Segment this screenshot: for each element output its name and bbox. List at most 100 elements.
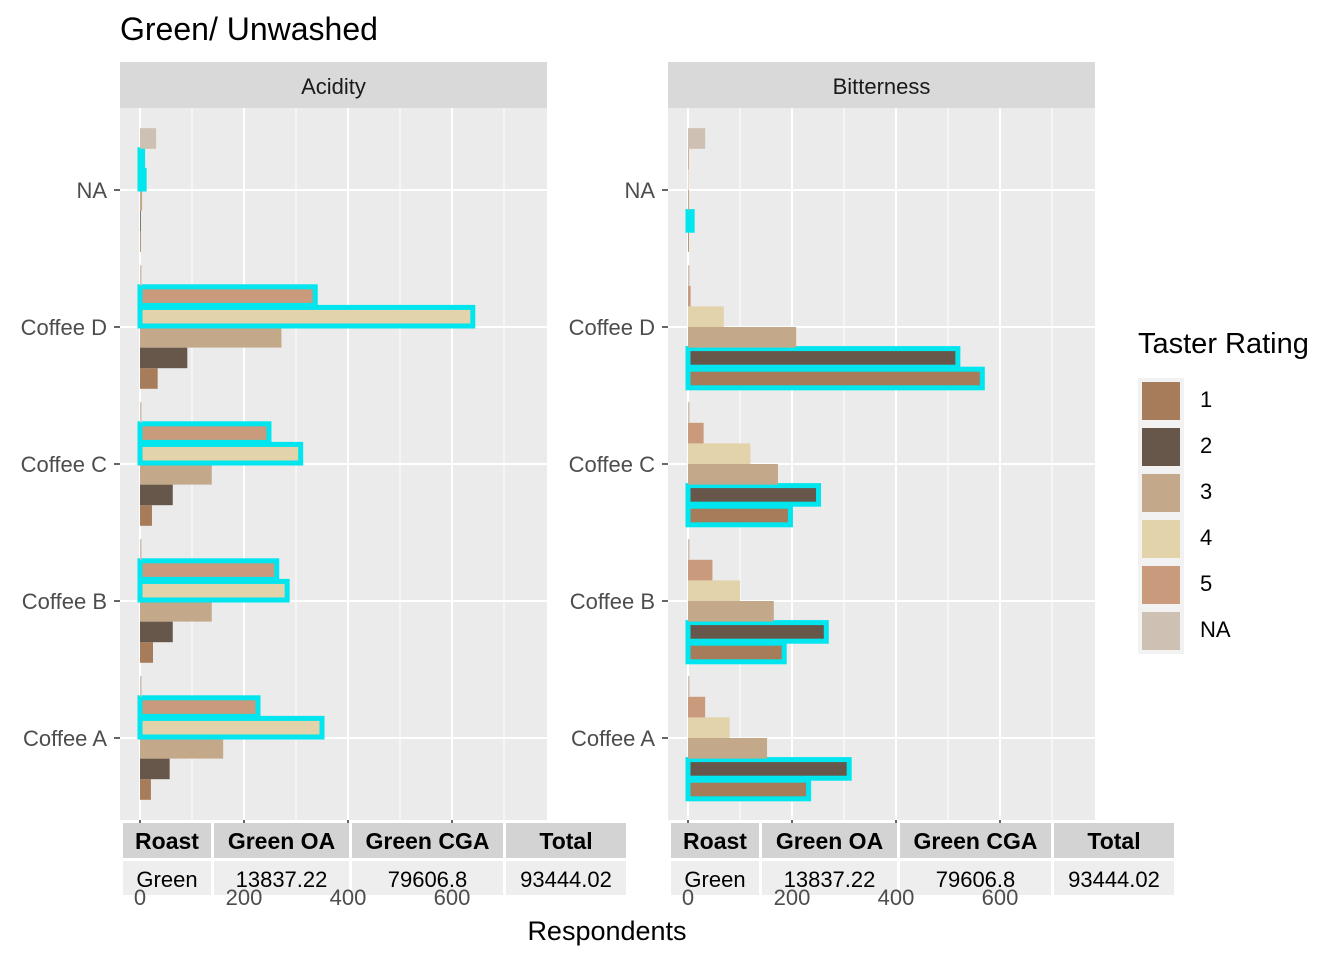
bar-acidity-coffee-b-rating-5 <box>140 559 277 581</box>
legend-swatch <box>1142 474 1180 512</box>
table-header-cell <box>671 823 759 858</box>
table-header-cell <box>900 823 1051 858</box>
legend-swatch <box>1142 382 1180 420</box>
bar-acidity-coffee-a-rating-3 <box>140 738 224 759</box>
bar-bitterness-na-rating-5 <box>688 148 689 170</box>
y-tick-label-coffee-b: Coffee B <box>570 589 655 614</box>
panel-strip-bitterness <box>668 62 1095 108</box>
legend-swatch <box>1142 520 1180 558</box>
bar-bitterness-coffee-a-rating-na <box>688 676 690 697</box>
y-tick-label-na: NA <box>76 178 107 203</box>
bar-acidity-coffee-d-rating-3 <box>140 327 282 348</box>
table-cell-value: 13837.22 <box>784 867 876 892</box>
legend-key <box>1138 516 1184 562</box>
table-header-roast: Roast <box>135 828 199 854</box>
table-header-green-cga: Green CGA <box>366 828 490 854</box>
y-tick-label-coffee-a: Coffee A <box>571 726 655 751</box>
x-tick-label: 400 <box>878 885 915 910</box>
table-header-cell <box>506 823 626 858</box>
bar-bitterness-coffee-c-rating-2 <box>688 484 819 506</box>
y-tick-label-coffee-d: Coffee D <box>21 315 107 340</box>
bar-acidity-coffee-b-rating-1 <box>140 642 153 663</box>
bar-highlight-acidity-na-rating-5 <box>137 147 146 171</box>
bar-highlight-acidity-coffee-a-rating-5 <box>137 695 261 719</box>
bar-acidity-coffee-d-rating-5 <box>140 285 316 307</box>
bar-acidity-coffee-b-rating-2 <box>140 621 173 643</box>
x-tick-label: 600 <box>434 885 471 910</box>
bar-bitterness-na-rating-1 <box>688 231 689 252</box>
legend-key <box>1138 424 1184 470</box>
legend-key <box>1138 378 1184 424</box>
bar-bitterness-coffee-a-rating-1 <box>688 779 809 800</box>
bar-highlight-acidity-na-rating-4 <box>137 167 147 192</box>
table-header-green-cga: Green CGA <box>914 828 1038 854</box>
table-cell <box>506 861 626 895</box>
x-axis-title: Respondents <box>527 916 686 946</box>
legend-label: 2 <box>1200 433 1213 458</box>
bar-acidity-coffee-c-rating-1 <box>140 505 152 526</box>
panel-strip-label-bitterness: Bitterness <box>833 74 931 99</box>
legend-key <box>1138 608 1184 654</box>
legend-item-2: 2 <box>1138 424 1318 470</box>
bar-bitterness-coffee-a-rating-4 <box>688 717 730 738</box>
table-header-green-oa: Green OA <box>228 828 335 854</box>
panel-strip-label-acidity: Acidity <box>301 74 366 99</box>
bar-acidity-coffee-a-rating-1 <box>140 779 151 800</box>
bar-bitterness-coffee-b-rating-2 <box>688 621 827 643</box>
bar-bitterness-coffee-c-rating-na <box>688 402 690 423</box>
y-tick-label-coffee-d: Coffee D <box>569 315 655 340</box>
legend-label: NA <box>1200 617 1231 642</box>
legend-label: 1 <box>1200 387 1213 412</box>
table-header-cell <box>762 823 897 858</box>
table-header-cell <box>123 823 211 858</box>
bar-acidity-coffee-d-rating-na <box>140 265 142 286</box>
bar-bitterness-coffee-c-rating-5 <box>688 422 704 444</box>
table-cell <box>123 861 211 895</box>
bar-bitterness-coffee-b-rating-4 <box>688 580 740 601</box>
table-cell-value: 79606.8 <box>936 867 1016 892</box>
bar-bitterness-coffee-a-rating-5 <box>688 696 706 718</box>
table-cell-value: Green <box>684 867 745 892</box>
y-tick-label-coffee-c: Coffee C <box>21 452 108 477</box>
bar-highlight-bitterness-coffee-d-rating-2 <box>685 346 961 370</box>
bar-acidity-coffee-a-rating-5 <box>140 696 259 718</box>
bar-bitterness-coffee-d-rating-1 <box>688 368 983 389</box>
bar-bitterness-coffee-c-rating-1 <box>688 505 791 526</box>
bar-bitterness-coffee-b-rating-1 <box>688 642 785 663</box>
legend-swatch <box>1142 612 1180 650</box>
bar-bitterness-coffee-c-rating-4 <box>688 443 751 464</box>
bar-acidity-coffee-c-rating-na <box>140 402 142 423</box>
table-cell <box>762 861 897 895</box>
bar-bitterness-coffee-b-rating-5 <box>688 559 713 581</box>
chart-title: Green/ Unwashed <box>120 11 378 47</box>
legend-label: 4 <box>1200 525 1213 550</box>
bar-bitterness-coffee-d-rating-3 <box>688 327 797 348</box>
bar-bitterness-coffee-b-rating-3 <box>688 601 774 622</box>
bar-bitterness-coffee-d-rating-na <box>688 265 690 286</box>
x-tick-label: 200 <box>226 885 263 910</box>
table-header-total: Total <box>539 828 592 854</box>
bar-acidity-coffee-a-rating-na <box>140 676 142 697</box>
bar-bitterness-coffee-d-rating-5 <box>688 285 691 307</box>
legend-title: Taster Rating <box>1138 328 1309 360</box>
bar-highlight-bitterness-coffee-a-rating-2 <box>685 757 852 781</box>
table-cell-value: Green <box>136 867 197 892</box>
bar-acidity-coffee-c-rating-2 <box>140 484 173 506</box>
x-tick-label: 0 <box>134 885 146 910</box>
legend-item-1: 1 <box>1138 378 1318 424</box>
legend-swatch <box>1142 428 1180 466</box>
bar-bitterness-coffee-d-rating-2 <box>688 347 958 369</box>
bar-bitterness-coffee-c-rating-3 <box>688 464 778 485</box>
bar-acidity-na-rating-3 <box>140 190 143 211</box>
x-tick-label: 600 <box>982 885 1019 910</box>
bar-bitterness-coffee-a-rating-3 <box>688 738 768 759</box>
bar-acidity-na-rating-2 <box>140 210 141 232</box>
table-header-cell <box>1054 823 1174 858</box>
bar-acidity-coffee-d-rating-4 <box>140 306 473 327</box>
bar-acidity-na-rating-1 <box>140 231 141 252</box>
table-header-roast: Roast <box>683 828 747 854</box>
table-cell <box>900 861 1051 895</box>
bar-acidity-coffee-c-rating-5 <box>140 422 269 444</box>
